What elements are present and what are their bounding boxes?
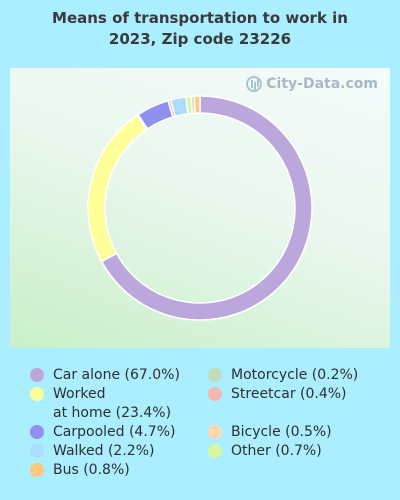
legend-swatch <box>208 444 222 458</box>
legend-swatch <box>208 425 222 439</box>
legend-label: Walked (2.2%) <box>53 443 155 459</box>
legend-swatch <box>30 387 44 401</box>
legend-label: Worked at home (23.4%) <box>53 386 172 421</box>
slice-worked-at-home <box>87 114 148 263</box>
legend-label: Carpooled (4.7%) <box>53 424 176 440</box>
legend-label: Bicycle (0.5%) <box>231 424 332 440</box>
legend-swatch <box>30 425 44 439</box>
legend-label: Motorcycle (0.2%) <box>231 367 359 383</box>
legend-label: Streetcar (0.4%) <box>231 386 347 402</box>
chart-title: Means of transportation to work in 2023,… <box>0 8 400 50</box>
chart-title-line-1: Means of transportation to work in <box>52 9 348 27</box>
legend-swatch <box>208 368 222 382</box>
watermark-text: City-Data.com <box>266 76 378 92</box>
chart-title-line-2: 2023, Zip code 23226 <box>108 30 292 48</box>
legend-item-walked: Walked (2.2%) <box>30 442 154 461</box>
slice-bus <box>193 95 201 114</box>
legend-label: Car alone (67.0%) <box>53 367 180 383</box>
city-data-logo-icon <box>246 76 263 92</box>
legend-swatch <box>30 444 44 458</box>
donut-chart <box>87 95 313 321</box>
legend-label: Other (0.7%) <box>231 443 322 459</box>
plot-area: City-Data.com <box>10 68 390 348</box>
legend-item-carpooled: Carpooled (4.7%) <box>30 423 175 442</box>
watermark: City-Data.com <box>246 74 378 94</box>
legend-item-other: Other (0.7%) <box>208 442 322 461</box>
legend-label: Bus (0.8%) <box>53 462 130 478</box>
legend-item-car-alone: Car alone (67.0%) <box>30 366 180 385</box>
legend-item-bus: Bus (0.8%) <box>30 461 130 480</box>
legend-item-streetcar: Streetcar (0.4%) <box>208 385 347 404</box>
legend-swatch <box>30 463 44 477</box>
legend-swatch <box>208 387 222 401</box>
legend-item-worked-at-home: Worked at home (23.4%) <box>30 385 171 423</box>
legend-swatch <box>30 368 44 382</box>
legend-item-motorcycle: Motorcycle (0.2%) <box>208 366 358 385</box>
legend-item-bicycle: Bicycle (0.5%) <box>208 423 332 442</box>
